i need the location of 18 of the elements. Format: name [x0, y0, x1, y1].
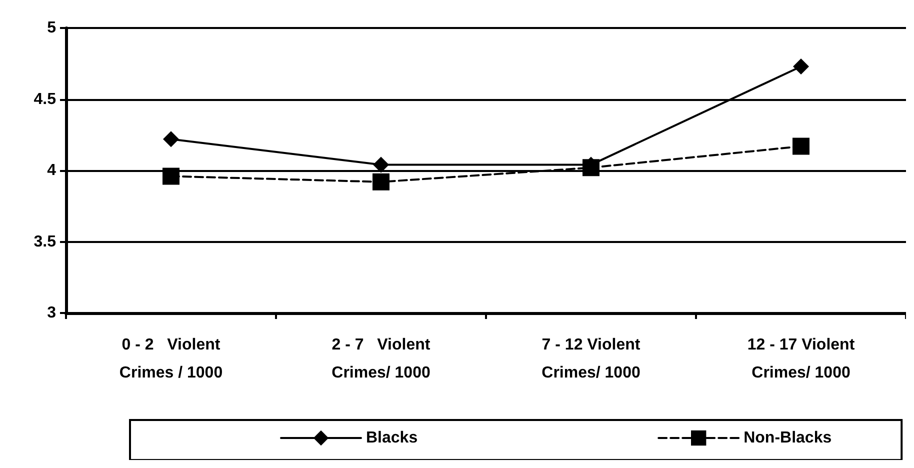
y-tick-label: 4.5	[34, 90, 56, 108]
point	[582, 159, 600, 176]
x-tick-label: 7 - 12 Violent Crimes/ 1000	[542, 336, 641, 382]
y-tick-label: 3.5	[34, 233, 56, 250]
point	[373, 156, 389, 173]
point	[163, 131, 179, 148]
y-tick-label: 3	[47, 304, 56, 322]
x-tick-label: 0 - 2 Violent Crimes / 1000	[119, 336, 223, 382]
legend-label: Non-Blacks	[744, 430, 832, 446]
legend-label: Blacks	[366, 430, 418, 446]
x-tick-label: 2 - 7 Violent Crimes/ 1000	[332, 336, 431, 382]
x-tick-label: 12 - 17 Violent Crimes/ 1000	[747, 336, 856, 382]
point	[372, 173, 390, 190]
y-tick-label: 4	[47, 162, 56, 179]
y-tick-label: 5	[47, 20, 56, 36]
point	[792, 138, 810, 155]
point	[793, 58, 809, 74]
point	[162, 168, 180, 185]
